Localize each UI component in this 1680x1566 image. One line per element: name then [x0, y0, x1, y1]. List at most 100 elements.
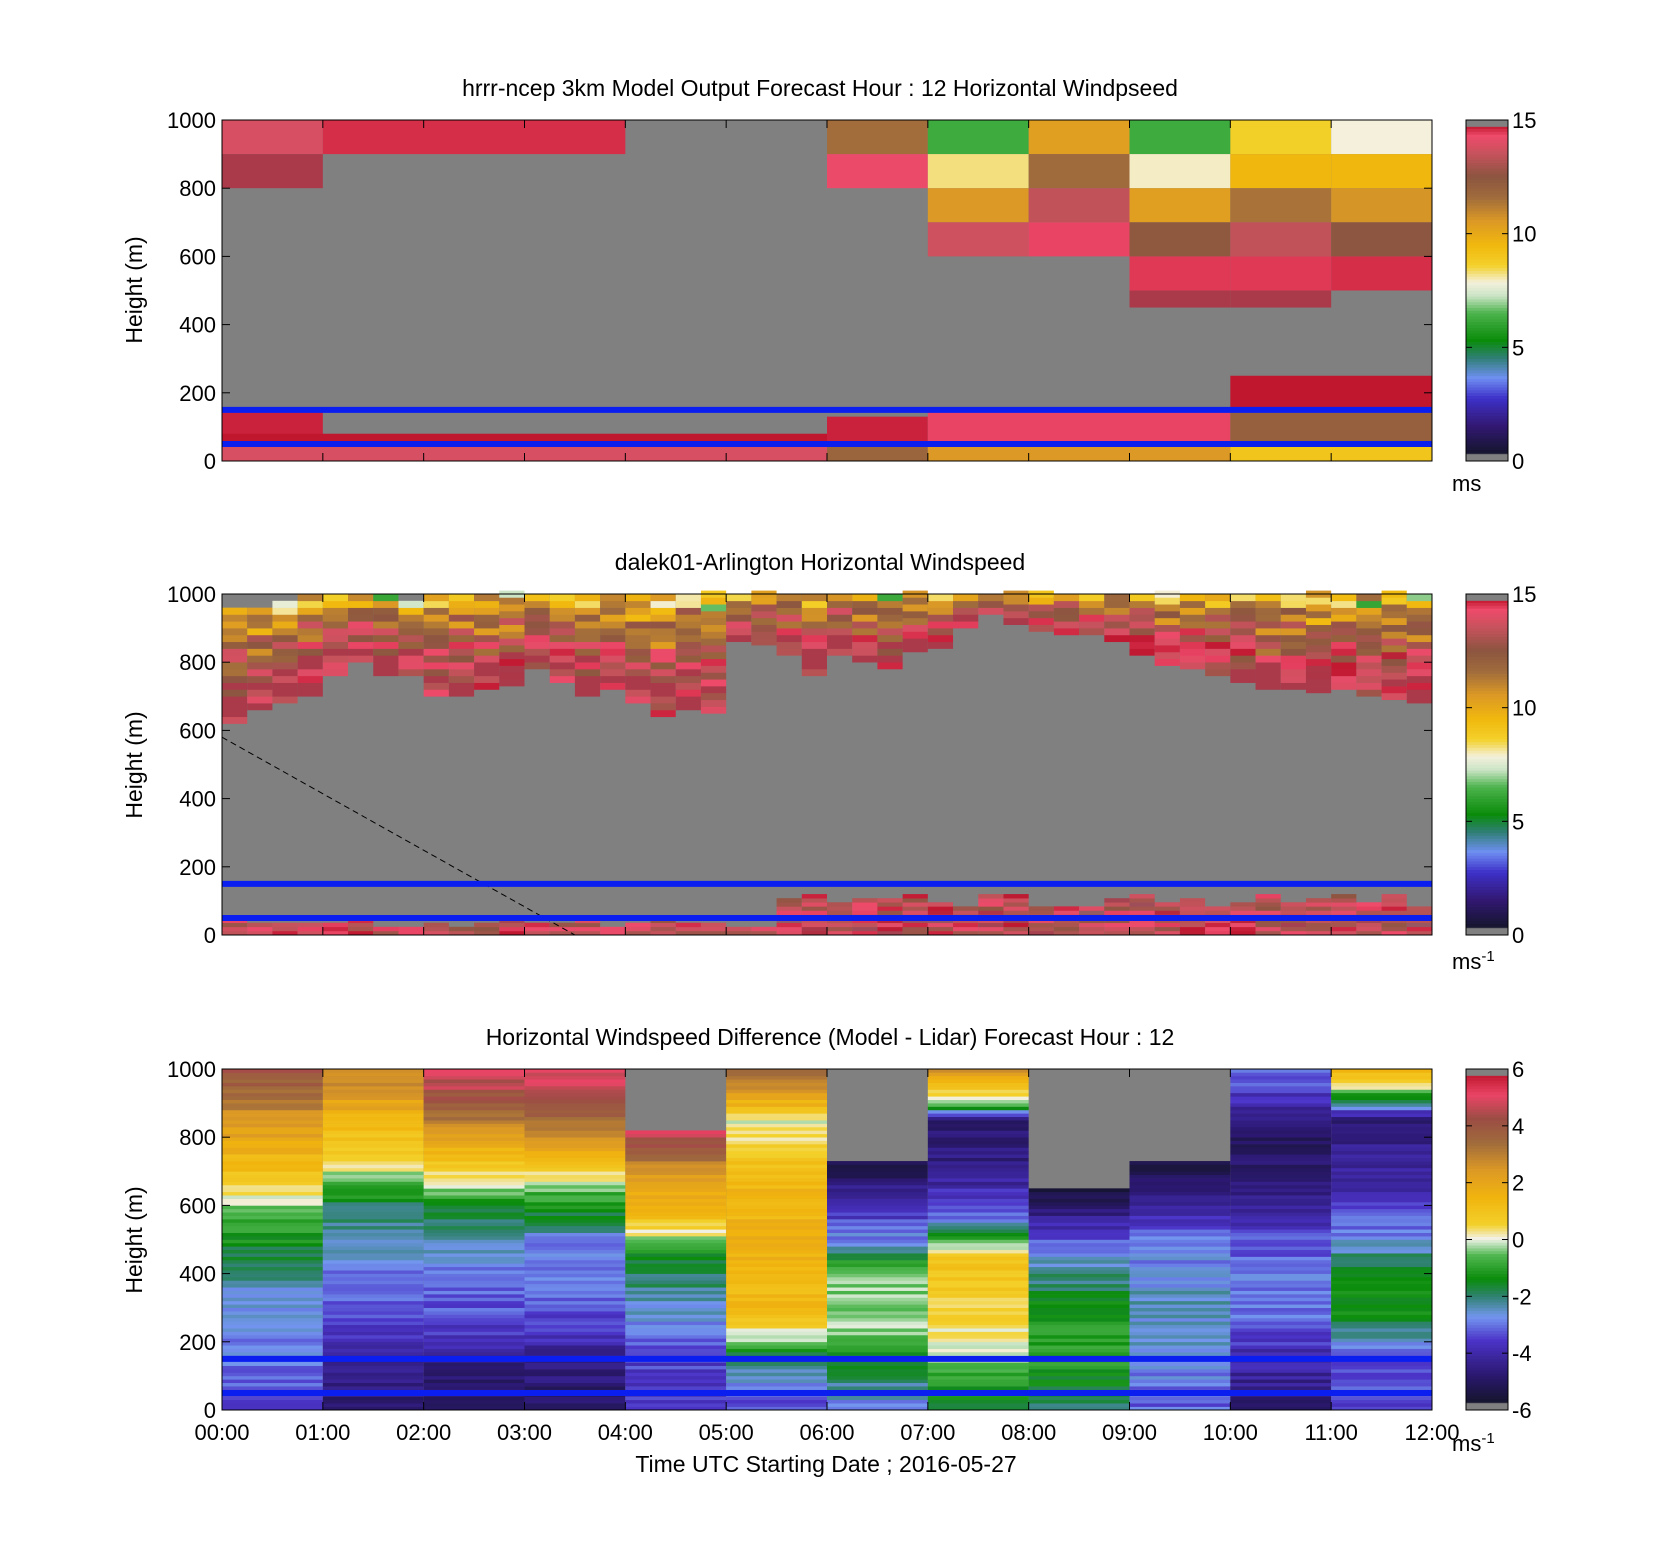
- colorbar-segment: [1466, 267, 1508, 272]
- heatmap-cell: [625, 1362, 727, 1366]
- heatmap-cell: [625, 1334, 727, 1339]
- colorbar-segment: [1466, 1128, 1508, 1132]
- heatmap-cell: [1255, 675, 1281, 683]
- heatmap-cell: [549, 669, 575, 677]
- heatmap-cell: [1230, 1307, 1332, 1312]
- heatmap-cell: [751, 624, 777, 632]
- heatmap-cell: [625, 1273, 727, 1278]
- heatmap-cell: [1129, 1352, 1231, 1356]
- x-tick-label: 06:00: [799, 1420, 854, 1445]
- heatmap-cell: [474, 614, 500, 622]
- heatmap-cell: [625, 930, 651, 936]
- heatmap-cell: [423, 1352, 525, 1356]
- heatmap-cell: [322, 1103, 424, 1107]
- colorbar-segment: [1466, 665, 1508, 669]
- heatmap-cell: [549, 655, 575, 663]
- heatmap-cell: [625, 675, 651, 683]
- heatmap-cell: [1331, 1130, 1432, 1135]
- heatmap-cell: [1381, 604, 1407, 612]
- colorbar-segment: [1466, 707, 1508, 711]
- colorbar-tick-label: -2: [1512, 1284, 1532, 1309]
- heatmap-cell: [953, 922, 979, 928]
- heatmap-cell: [322, 594, 349, 602]
- heatmap-cell: [272, 926, 298, 932]
- heatmap-cell: [1381, 617, 1407, 625]
- heatmap-cell: [1230, 188, 1332, 223]
- heatmap-cell: [1356, 614, 1382, 622]
- heatmap-cell: [650, 621, 676, 629]
- heatmap-cell: [1129, 188, 1231, 223]
- heatmap-cell: [1230, 1075, 1332, 1080]
- heatmap-cell: [902, 645, 928, 653]
- heatmap-cell: [524, 1242, 626, 1247]
- heatmap-cell: [827, 600, 853, 608]
- heatmap-cell: [1028, 1259, 1130, 1264]
- colorbar-segment: [1466, 438, 1508, 442]
- heatmap-cell: [1129, 1311, 1231, 1315]
- heatmap-cell: [1230, 1106, 1332, 1111]
- heatmap-cell: [1129, 1379, 1231, 1384]
- heatmap-cell: [423, 600, 449, 608]
- colorbar-segment: [1466, 838, 1508, 842]
- heatmap-cell: [625, 1184, 727, 1189]
- heatmap-cell: [423, 1256, 525, 1261]
- heatmap-cell: [1381, 665, 1407, 673]
- heatmap-cell: [1406, 594, 1432, 602]
- heatmap-cell: [524, 1167, 626, 1172]
- colorbar-segment: [1466, 1287, 1508, 1292]
- heatmap-cell: [1230, 1089, 1332, 1094]
- heatmap-cell: [1331, 1263, 1432, 1268]
- colorbar-segment: [1466, 1222, 1508, 1226]
- heatmap-cell: [902, 898, 928, 903]
- heatmap-cell: [524, 1096, 626, 1100]
- heatmap-cell: [1079, 607, 1105, 615]
- heatmap-cell: [927, 1307, 1029, 1312]
- colorbar-segment: [1466, 389, 1508, 394]
- heatmap-cell: [1230, 1167, 1332, 1172]
- colorbar-segment: [1466, 642, 1508, 646]
- heatmap-cell: [1053, 614, 1080, 622]
- heatmap-cell: [927, 1072, 1029, 1077]
- heatmap-cell: [1053, 628, 1080, 636]
- colorbar-segment: [1466, 1347, 1508, 1351]
- heatmap-cell: [1331, 1300, 1432, 1305]
- heatmap-cell: [726, 1246, 827, 1251]
- colorbar-segment: [1466, 441, 1508, 445]
- heatmap-cell: [272, 669, 298, 677]
- heatmap-cell: [625, 1304, 727, 1308]
- heatmap-cell: [1406, 689, 1432, 697]
- heatmap-cell: [222, 154, 323, 189]
- heatmap-cell: [827, 1324, 928, 1329]
- heatmap-cell: [423, 1181, 525, 1186]
- heatmap-cell: [927, 1386, 1029, 1390]
- heatmap-cell: [1305, 898, 1332, 903]
- heatmap-cell: [222, 621, 248, 629]
- colorbar-segment: [1466, 247, 1508, 252]
- colorbar-segment: [1466, 790, 1508, 794]
- heatmap-cell: [927, 1181, 1029, 1186]
- heatmap-cell: [423, 1314, 525, 1319]
- heatmap-cell: [726, 1270, 827, 1274]
- colorbar-segment: [1466, 858, 1508, 862]
- heatmap-cell: [222, 1079, 323, 1083]
- heatmap-cell: [927, 1208, 1029, 1213]
- heatmap-cell: [524, 614, 550, 622]
- heatmap-cell: [1280, 906, 1306, 911]
- heatmap-cell: [927, 1256, 1029, 1261]
- colorbar-tick-label: 6: [1512, 1057, 1524, 1082]
- heatmap-cell: [1331, 1212, 1432, 1216]
- heatmap-cell: [524, 648, 550, 656]
- heatmap-cell: [524, 1109, 626, 1114]
- heatmap-cell: [1205, 628, 1231, 636]
- heatmap-cell: [827, 1212, 928, 1216]
- heatmap-cell: [222, 1341, 323, 1346]
- heatmap-cell: [1255, 902, 1281, 907]
- heatmap-cell: [801, 669, 827, 677]
- heatmap-cell: [625, 1198, 727, 1203]
- y-tick-label: 600: [179, 244, 216, 269]
- heatmap-cell: [247, 926, 273, 932]
- heatmap-cell: [222, 1236, 323, 1240]
- heatmap-cell: [1356, 930, 1382, 936]
- colorbar-segment: [1466, 1336, 1508, 1340]
- heatmap-cell: [1230, 902, 1256, 907]
